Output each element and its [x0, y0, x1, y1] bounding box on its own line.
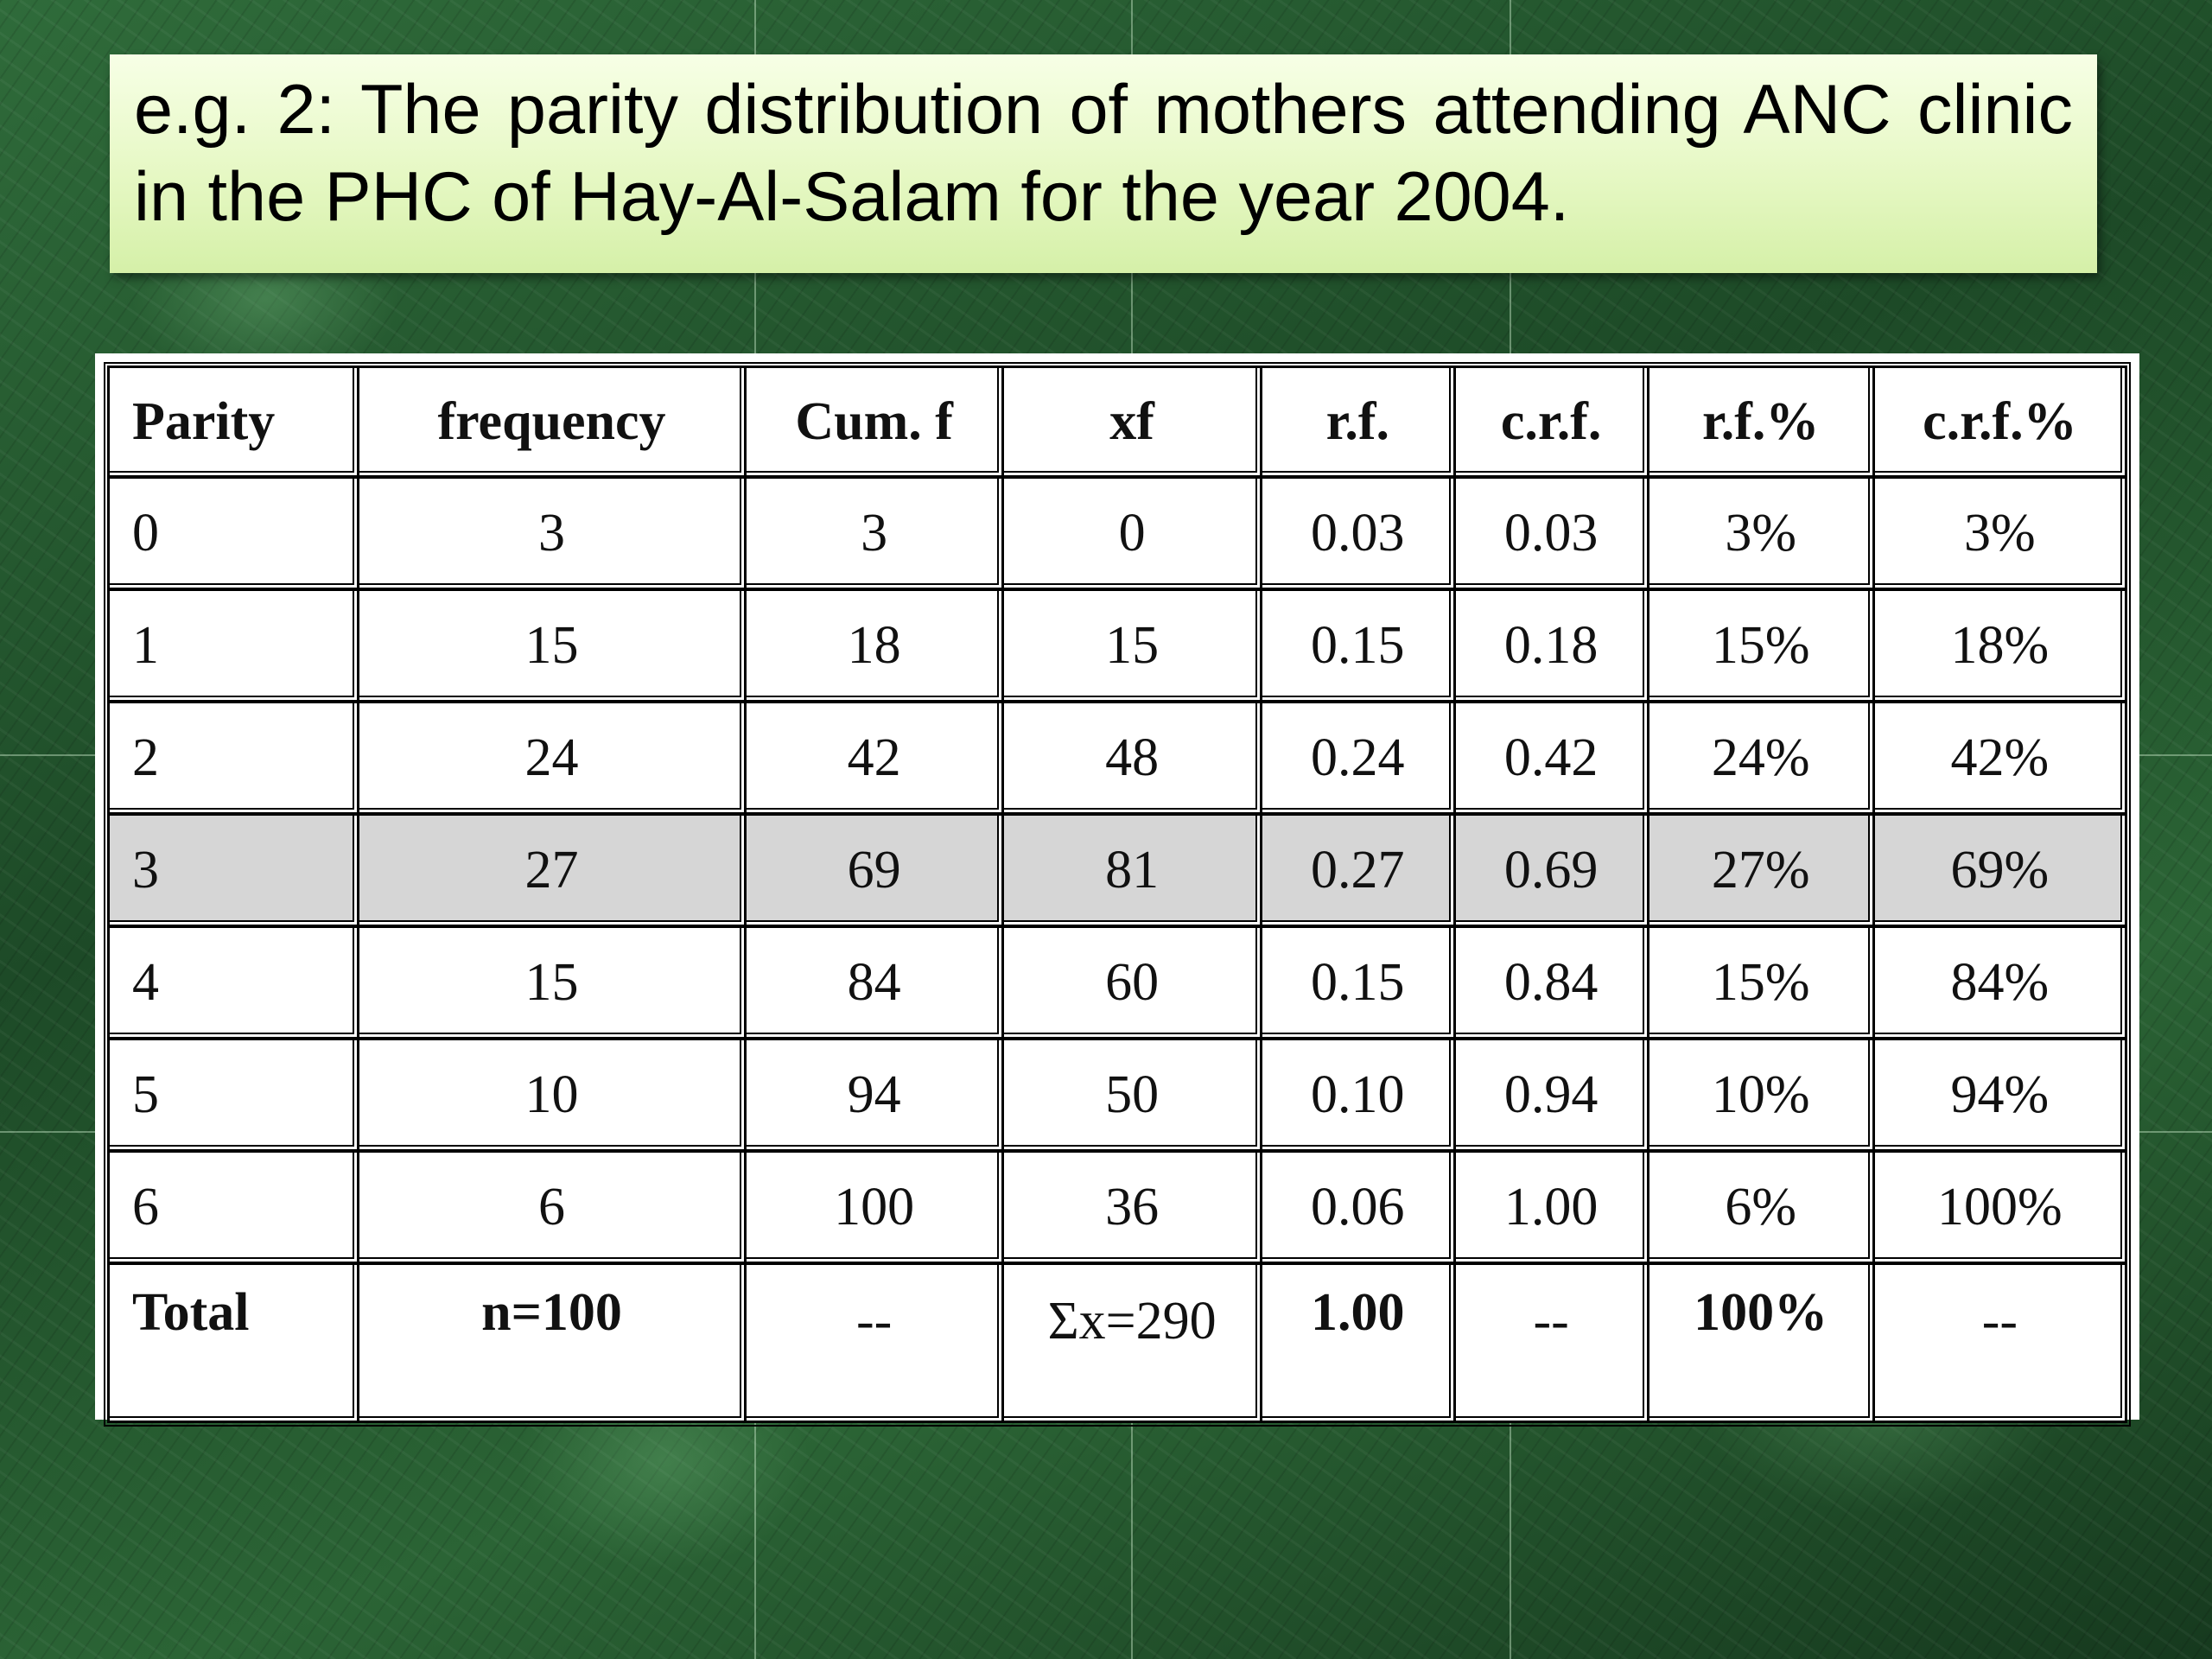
table-row: 1 15 18 15 0.15 0.18 15% 18%: [110, 591, 2125, 703]
cell-cum-f: 42: [746, 703, 1005, 816]
cell-crf-percent: 42%: [1874, 703, 2125, 816]
cell-rf: 0.24: [1262, 703, 1456, 816]
table-total-row: Total n=100 -- Σx=290 1.00 -- 100% --: [110, 1265, 2125, 1421]
total-cell-crf: --: [1456, 1265, 1649, 1421]
cell-frequency: 27: [359, 816, 747, 928]
cell-crf: 0.18: [1455, 591, 1649, 703]
header-frequency: frequency: [359, 368, 747, 479]
table-row: 5 10 94 50 0.10 0.94 10% 94%: [110, 1040, 2125, 1153]
header-crf: c.r.f.: [1455, 368, 1649, 479]
total-cell-cum-f: --: [747, 1265, 1005, 1421]
cell-frequency: 15: [359, 928, 747, 1040]
total-cell-label: Total: [110, 1265, 360, 1421]
cell-parity: 2: [110, 703, 360, 816]
header-xf: xf: [1004, 368, 1262, 479]
cell-xf: 60: [1004, 928, 1262, 1040]
cell-parity: 3: [110, 816, 360, 928]
cell-parity: 1: [110, 591, 360, 703]
cell-cum-f: 3: [746, 479, 1005, 591]
total-cell-crf-percent: --: [1875, 1265, 2125, 1421]
cell-frequency: 10: [359, 1040, 747, 1153]
cell-parity: 5: [110, 1040, 360, 1153]
table-header-row: Parity frequency Cum. f xf r.f. c.r.f. r…: [110, 368, 2125, 479]
header-rf-percent: r.f.%: [1649, 368, 1875, 479]
cell-crf-percent: 18%: [1874, 591, 2125, 703]
cell-crf: 1.00: [1455, 1153, 1649, 1265]
cell-parity: 6: [110, 1153, 360, 1265]
total-cell-rf: 1.00: [1262, 1265, 1456, 1421]
cell-crf-percent: 84%: [1874, 928, 2125, 1040]
cell-cum-f: 94: [746, 1040, 1005, 1153]
cell-rf: 0.15: [1262, 928, 1456, 1040]
cell-cum-f: 18: [746, 591, 1005, 703]
cell-frequency: 3: [359, 479, 747, 591]
header-parity: Parity: [110, 368, 360, 479]
cell-xf: 0: [1004, 479, 1262, 591]
cell-cum-f: 69: [746, 816, 1005, 928]
total-cell-rf-percent: 100%: [1649, 1265, 1875, 1421]
cell-xf: 48: [1004, 703, 1262, 816]
table-row: 0 3 3 0 0.03 0.03 3% 3%: [110, 479, 2125, 591]
table-row: 6 6 100 36 0.06 1.00 6% 100%: [110, 1153, 2125, 1265]
cell-frequency: 24: [359, 703, 747, 816]
total-cell-n: n=100: [359, 1265, 747, 1421]
cell-xf: 50: [1004, 1040, 1262, 1153]
cell-xf: 36: [1004, 1153, 1262, 1265]
cell-rf: 0.06: [1262, 1153, 1456, 1265]
frequency-table: Parity frequency Cum. f xf r.f. c.r.f. r…: [104, 362, 2131, 1427]
cell-cum-f: 84: [746, 928, 1005, 1040]
cell-rf-percent: 15%: [1649, 928, 1875, 1040]
table-row: 2 24 42 48 0.24 0.42 24% 42%: [110, 703, 2125, 816]
cell-rf: 0.27: [1262, 816, 1456, 928]
cell-rf: 0.15: [1262, 591, 1456, 703]
cell-parity: 4: [110, 928, 360, 1040]
slide-title: e.g. 2: The parity distribution of mothe…: [134, 71, 2073, 236]
slide-title-box: e.g. 2: The parity distribution of mothe…: [110, 54, 2097, 273]
cell-crf: 0.42: [1455, 703, 1649, 816]
cell-crf-percent: 94%: [1874, 1040, 2125, 1153]
total-cell-xf: Σx=290: [1004, 1265, 1262, 1421]
cell-frequency: 15: [359, 591, 747, 703]
cell-cum-f: 100: [746, 1153, 1005, 1265]
table-row: 4 15 84 60 0.15 0.84 15% 84%: [110, 928, 2125, 1040]
cell-xf: 81: [1004, 816, 1262, 928]
cell-crf: 0.94: [1455, 1040, 1649, 1153]
cell-rf-percent: 6%: [1649, 1153, 1875, 1265]
cell-rf-percent: 15%: [1649, 591, 1875, 703]
table-row: 3 27 69 81 0.27 0.69 27% 69%: [110, 816, 2125, 928]
cell-crf: 0.03: [1455, 479, 1649, 591]
table-body: 0 3 3 0 0.03 0.03 3% 3% 1 15 18 15 0.15 0.18 15% 18% 2 24…: [110, 479, 2125, 1421]
cell-crf: 0.69: [1455, 816, 1649, 928]
cell-xf: 15: [1004, 591, 1262, 703]
cell-rf-percent: 3%: [1649, 479, 1875, 591]
cell-crf-percent: 3%: [1874, 479, 2125, 591]
cell-crf-percent: 69%: [1874, 816, 2125, 928]
table-frame: Parity frequency Cum. f xf r.f. c.r.f. r…: [95, 353, 2139, 1427]
cell-rf-percent: 27%: [1649, 816, 1875, 928]
cell-frequency: 6: [359, 1153, 747, 1265]
header-crf-percent: c.r.f.%: [1874, 368, 2125, 479]
cell-crf: 0.84: [1455, 928, 1649, 1040]
cell-rf: 0.03: [1262, 479, 1456, 591]
cell-crf-percent: 100%: [1874, 1153, 2125, 1265]
cell-parity: 0: [110, 479, 360, 591]
cell-rf: 0.10: [1262, 1040, 1456, 1153]
header-rf: r.f.: [1262, 368, 1456, 479]
cell-rf-percent: 24%: [1649, 703, 1875, 816]
cell-rf-percent: 10%: [1649, 1040, 1875, 1153]
header-cum-f: Cum. f: [746, 368, 1005, 479]
